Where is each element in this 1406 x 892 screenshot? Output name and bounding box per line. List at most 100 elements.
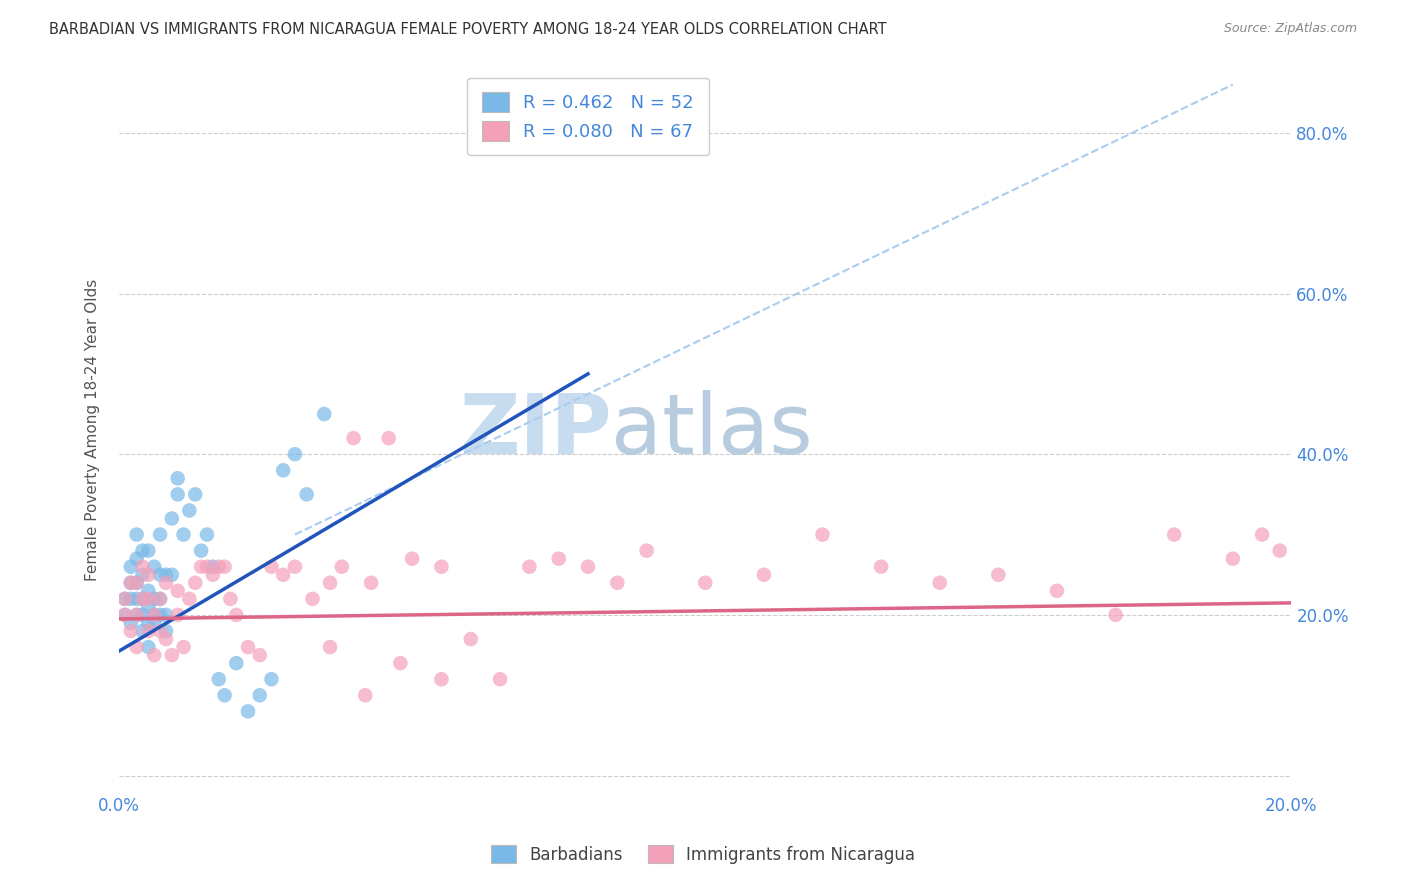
Point: [928, 575, 950, 590]
Point: [138, 543, 160, 558]
Point: [606, 575, 628, 590]
Point: [160, 511, 183, 525]
Point: [214, 688, 236, 702]
Point: [166, 607, 188, 622]
Point: [160, 648, 183, 662]
Point: [271, 463, 294, 477]
Point: [1163, 527, 1185, 541]
Point: [225, 656, 247, 670]
Point: [131, 607, 153, 622]
Legend: Barbadians, Immigrants from Nicaragua: Barbadians, Immigrants from Nicaragua: [484, 838, 922, 871]
Point: [114, 607, 136, 622]
Point: [173, 640, 195, 654]
Point: [160, 567, 183, 582]
Point: [301, 591, 323, 606]
Point: [138, 640, 160, 654]
Point: [401, 551, 423, 566]
Point: [430, 672, 453, 686]
Point: [131, 624, 153, 638]
Point: [138, 615, 160, 630]
Point: [166, 487, 188, 501]
Y-axis label: Female Poverty Among 18-24 Year Olds: Female Poverty Among 18-24 Year Olds: [86, 279, 100, 582]
Point: [249, 648, 271, 662]
Point: [143, 607, 166, 622]
Point: [987, 567, 1010, 582]
Point: [752, 567, 775, 582]
Legend: R = 0.462   N = 52, R = 0.080   N = 67: R = 0.462 N = 52, R = 0.080 N = 67: [467, 78, 709, 155]
Point: [360, 575, 382, 590]
Point: [184, 487, 207, 501]
Point: [1268, 543, 1291, 558]
Point: [155, 575, 177, 590]
Point: [143, 648, 166, 662]
Text: Source: ZipAtlas.com: Source: ZipAtlas.com: [1223, 22, 1357, 36]
Point: [201, 559, 224, 574]
Point: [208, 672, 231, 686]
Point: [576, 559, 599, 574]
Point: [271, 567, 294, 582]
Point: [149, 624, 172, 638]
Point: [120, 559, 142, 574]
Point: [219, 591, 242, 606]
Point: [430, 559, 453, 574]
Point: [870, 559, 893, 574]
Point: [143, 591, 166, 606]
Point: [166, 583, 188, 598]
Point: [143, 607, 166, 622]
Point: [166, 471, 188, 485]
Point: [114, 607, 136, 622]
Point: [155, 607, 177, 622]
Point: [173, 527, 195, 541]
Point: [138, 624, 160, 638]
Point: [149, 527, 172, 541]
Point: [695, 575, 717, 590]
Point: [155, 567, 177, 582]
Point: [330, 559, 353, 574]
Point: [811, 527, 834, 541]
Point: [125, 640, 148, 654]
Point: [225, 607, 247, 622]
Point: [284, 559, 307, 574]
Point: [120, 615, 142, 630]
Point: [195, 527, 218, 541]
Point: [149, 567, 172, 582]
Point: [155, 624, 177, 638]
Point: [314, 407, 336, 421]
Point: [143, 615, 166, 630]
Point: [120, 575, 142, 590]
Point: [208, 559, 231, 574]
Text: atlas: atlas: [612, 390, 813, 471]
Point: [120, 624, 142, 638]
Point: [138, 567, 160, 582]
Point: [131, 543, 153, 558]
Point: [284, 447, 307, 461]
Point: [114, 591, 136, 606]
Point: [131, 559, 153, 574]
Point: [295, 487, 318, 501]
Point: [131, 591, 153, 606]
Point: [319, 640, 342, 654]
Point: [125, 591, 148, 606]
Point: [125, 607, 148, 622]
Text: ZIP: ZIP: [458, 390, 612, 471]
Point: [489, 672, 512, 686]
Point: [114, 591, 136, 606]
Point: [1251, 527, 1274, 541]
Point: [201, 567, 224, 582]
Point: [125, 551, 148, 566]
Point: [236, 640, 259, 654]
Point: [377, 431, 399, 445]
Point: [131, 591, 153, 606]
Point: [149, 591, 172, 606]
Point: [1104, 607, 1126, 622]
Point: [155, 632, 177, 646]
Point: [1222, 551, 1244, 566]
Point: [319, 575, 342, 590]
Text: BARBADIAN VS IMMIGRANTS FROM NICARAGUA FEMALE POVERTY AMONG 18-24 YEAR OLDS CORR: BARBADIAN VS IMMIGRANTS FROM NICARAGUA F…: [49, 22, 887, 37]
Point: [354, 688, 377, 702]
Point: [342, 431, 364, 445]
Point: [260, 672, 283, 686]
Point: [260, 559, 283, 574]
Point: [249, 688, 271, 702]
Point: [120, 591, 142, 606]
